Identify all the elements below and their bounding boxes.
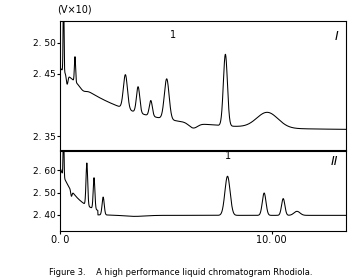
Text: I: I — [335, 30, 338, 43]
Text: 1: 1 — [170, 30, 176, 40]
Text: (V×10): (V×10) — [57, 4, 92, 14]
Text: II: II — [331, 155, 338, 168]
Text: 1: 1 — [226, 151, 232, 161]
Text: Figure 3.    A high performance liquid chromatogram Rhodiola.: Figure 3. A high performance liquid chro… — [49, 268, 313, 277]
